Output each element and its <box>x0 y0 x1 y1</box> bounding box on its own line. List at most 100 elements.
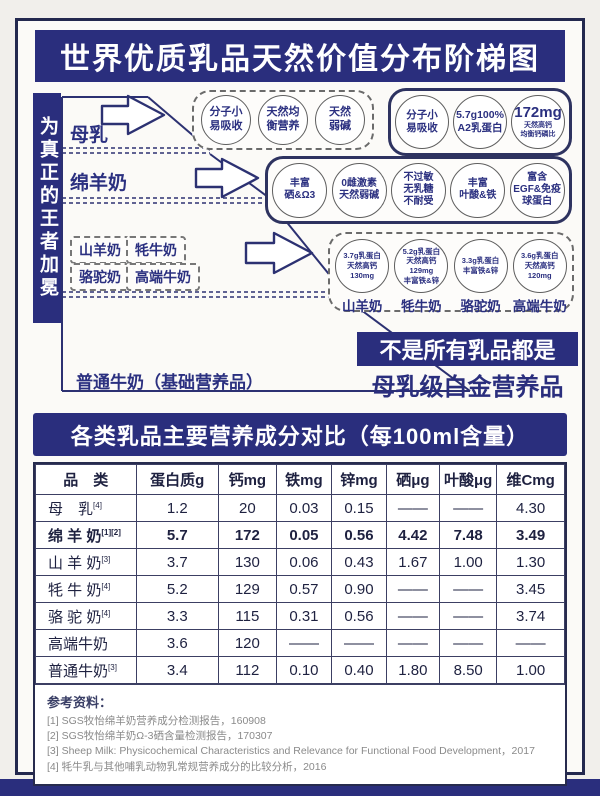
milk-bubble-cell: 5.2g乳蛋白 天然高钙129mg 丰富铁&锌 牦牛奶 <box>394 239 449 315</box>
col-header-selenium: 硒μg <box>385 464 441 495</box>
cell-selenium: —— <box>385 575 441 603</box>
benefit-bubble-calcium: 172mg 天然高钙 均衡钙磷比 <box>511 95 565 149</box>
benefit-bubble: 丰富 叶酸&铁 <box>450 162 506 218</box>
table-row-camel-milk: 骆 驼 奶[4] 3.3 115 0.31 0.56 —— —— 3.74 <box>35 602 565 630</box>
row-ref-sup: [4] <box>101 581 111 591</box>
table-row-sheep-milk: 绵 羊 奶[1][2] 5.7 172 0.05 0.56 4.42 7.48 … <box>35 521 565 549</box>
cell-calcium: 115 <box>218 602 277 630</box>
milk-bubble-cell: 3.3g乳蛋白 丰富铁&锌 骆驼奶 <box>453 239 508 315</box>
cell-zinc: 0.43 <box>331 548 387 576</box>
milk-tag-yak: 牦牛奶 <box>126 236 186 264</box>
cell-vitc: 3.49 <box>496 521 565 549</box>
cell-iron: 0.06 <box>275 548 333 576</box>
table-section-bar: 各类乳品主要营养成分对比（每100ml含量） <box>33 413 567 456</box>
cell-protein: 3.7 <box>135 548 220 576</box>
benefit-bubble: 3.3g乳蛋白 丰富铁&锌 <box>453 239 508 293</box>
row-name: 山 羊 奶 <box>48 554 102 572</box>
benefit-bubble: 天然 弱碱 <box>315 95 365 145</box>
milk-tag-goat: 山羊奶 <box>70 236 130 264</box>
side-slogan-text: 为真正的王者加冕 <box>37 116 58 300</box>
col-header-category: 品 类 <box>35 464 137 495</box>
cell-selenium: 1.67 <box>385 548 441 576</box>
claim-line2-wrap: 母乳级白金营养品 <box>357 366 578 402</box>
references-block: 参考资料： [1] SGS牧怡绵羊奶营养成分检测报告，160908 [2] SG… <box>35 684 565 784</box>
benefit-bubble: 分子小 易吸收 <box>201 95 251 145</box>
col-header-iron: 铁mg <box>275 464 333 495</box>
benefit-bubble: 3.6g乳蛋白 天然高钙 120mg <box>512 239 567 293</box>
cell-vitc: 3.45 <box>496 575 565 603</box>
milk-name-camel: 骆驼奶 <box>460 299 501 314</box>
benefit-bubble: 富含 EGF&免疫 球蛋白 <box>509 162 565 218</box>
cell-folate: 7.48 <box>439 521 498 549</box>
cell-selenium: —— <box>385 494 441 522</box>
level-label-breast-milk: 母乳 <box>70 125 109 146</box>
cell-protein: 5.7 <box>135 521 220 549</box>
level-label-sheep-milk: 绵羊奶 <box>70 173 128 194</box>
cell-zinc: 0.90 <box>331 575 387 603</box>
calcium-value: 172mg <box>514 103 562 121</box>
nutrition-table: 品 类 蛋白质g 钙mg 铁mg 锌mg 硒μg 叶酸μg 维Cmg 母 乳[4… <box>35 464 565 684</box>
cell-calcium: 129 <box>218 575 277 603</box>
poster-title: 世界优质乳品天然价值分布阶梯图 <box>60 43 540 76</box>
table-section-title: 各类乳品主要营养成分对比（每100ml含量） <box>70 423 530 449</box>
cell-selenium: —— <box>385 602 441 630</box>
row-ref-sup: [4] <box>101 608 111 618</box>
table-row-breast-milk: 母 乳[4] 1.2 20 0.03 0.15 —— —— 4.30 <box>35 494 565 522</box>
row-name: 高端牛奶 <box>48 635 109 653</box>
cell-zinc: 0.56 <box>331 521 387 549</box>
cell-calcium: 172 <box>218 521 277 549</box>
row-name: 绵 羊 奶 <box>48 527 102 545</box>
reference-item: [3] Sheep Milk: Physicochemical Characte… <box>47 745 535 758</box>
cell-zinc: 0.56 <box>331 602 387 630</box>
cell-iron: 0.57 <box>275 575 333 603</box>
cell-vitc: —— <box>496 629 565 657</box>
milk-tag-camel: 骆驼奶 <box>70 263 130 291</box>
calcium-note: 天然高钙 均衡钙磷比 <box>520 122 556 139</box>
reference-item: [2] SGS牧怡绵羊奶Ω-3硒含量检测报告，170307 <box>47 730 273 743</box>
cell-vitc: 1.30 <box>496 548 565 576</box>
row-ref-sup: [3] <box>108 662 117 672</box>
table-header-row: 品 类 蛋白质g 钙mg 铁mg 锌mg 硒μg 叶酸μg 维Cmg <box>35 464 565 495</box>
row-ref-sup: [1][2] <box>101 527 121 537</box>
cell-protein: 5.2 <box>135 575 220 603</box>
side-slogan-bar: 为真正的王者加冕 <box>33 93 61 323</box>
cell-folate: 8.50 <box>439 656 498 684</box>
cell-protein: 1.2 <box>135 494 220 522</box>
claim-strip: 不是所有乳品都是 <box>357 332 578 366</box>
milk-bubble-cell: 3.7g乳蛋白 天然高钙 130mg 山羊奶 <box>335 239 390 315</box>
table-row-ordinary-milk: 普通牛奶[3] 3.4 112 0.10 0.40 1.80 8.50 1.00 <box>35 656 565 684</box>
milk-name-goat: 山羊奶 <box>341 299 383 314</box>
milk-tag-premium: 高端牛奶 <box>126 263 200 291</box>
nutrition-table-container: 品 类 蛋白质g 钙mg 铁mg 锌mg 硒μg 叶酸μg 维Cmg 母 乳[4… <box>33 462 567 786</box>
col-header-calcium: 钙mg <box>218 464 277 495</box>
table-row-yak-milk: 牦 牛 奶[4] 5.2 129 0.57 0.90 —— —— 3.45 <box>35 575 565 603</box>
col-header-protein: 蛋白质g <box>135 464 220 495</box>
row-name: 牦 牛 奶 <box>48 581 102 599</box>
cell-folate: 1.00 <box>439 548 498 576</box>
benefit-bubble: 5.7g100% A2乳蛋白 <box>453 95 507 149</box>
row-name: 普通牛奶 <box>48 662 109 680</box>
cell-zinc: —— <box>331 629 387 657</box>
cell-zinc: 0.15 <box>331 494 387 522</box>
milk-bubble-cell: 3.6g乳蛋白 天然高钙 120mg 高端牛奶 <box>512 239 567 315</box>
cell-calcium: 120 <box>218 629 277 657</box>
poster-title-bar: 世界优质乳品天然价值分布阶梯图 <box>35 30 565 82</box>
cell-protein: 3.3 <box>135 602 220 630</box>
bubble-group-sheep-milk-bottom: 丰富 硒&Ω3 0雌激素 天然弱碱 不过敏 无乳糖 不耐受 丰富 叶酸&铁 富含… <box>265 156 572 224</box>
benefit-bubble: 5.2g乳蛋白 天然高钙129mg 丰富铁&锌 <box>394 239 449 293</box>
level-label-ordinary-milk: 普通牛奶（基础营养品） <box>76 373 263 392</box>
cell-calcium: 130 <box>218 548 277 576</box>
cell-selenium: 4.42 <box>385 521 441 549</box>
cell-folate: —— <box>439 602 498 630</box>
milk-name-yak: 牦牛奶 <box>401 299 442 314</box>
cell-folate: —— <box>439 629 498 657</box>
col-header-zinc: 锌mg <box>331 464 387 495</box>
cell-calcium: 20 <box>218 494 277 522</box>
cell-protein: 3.4 <box>135 656 220 684</box>
row-name: 母 乳 <box>48 500 94 518</box>
cell-protein: 3.6 <box>135 629 220 657</box>
cell-vitc: 4.30 <box>496 494 565 522</box>
row-ref-sup: [4] <box>93 500 102 510</box>
benefit-bubble: 3.7g乳蛋白 天然高钙 130mg <box>335 239 390 293</box>
benefit-bubble: 0雌激素 天然弱碱 <box>331 162 387 218</box>
